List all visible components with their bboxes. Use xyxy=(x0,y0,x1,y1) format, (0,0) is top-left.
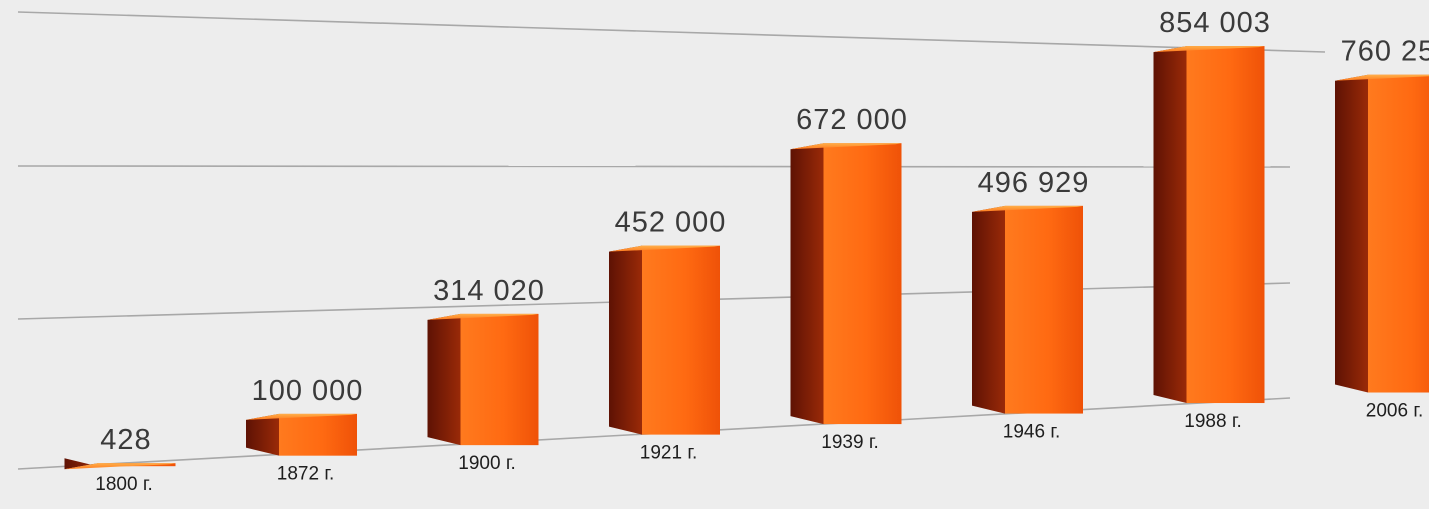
bar-top-face xyxy=(427,313,539,320)
bar-top-face xyxy=(1335,74,1429,81)
bar-top-face xyxy=(64,463,176,470)
bar-value-label: 854 003 xyxy=(1159,7,1271,39)
bar-value-label: 428 xyxy=(100,424,151,456)
bar-side-face xyxy=(972,205,1005,414)
bar-side-face xyxy=(64,458,98,470)
x-tick-label: 1800 г. xyxy=(95,474,152,495)
bar xyxy=(246,413,357,456)
x-tick-label: 1921 г. xyxy=(640,443,697,464)
bar-value-label: 496 929 xyxy=(978,167,1090,199)
x-tick-label: 1872 г. xyxy=(277,464,334,485)
bar-value-label: 314 020 xyxy=(433,275,545,307)
bar-value-label: 760 251 xyxy=(1341,36,1429,68)
bar-front-face xyxy=(460,313,539,446)
bar-side-face xyxy=(246,413,279,456)
bar-side-face xyxy=(1153,46,1187,404)
bar-front-face xyxy=(1005,205,1083,414)
bar-side-face xyxy=(790,143,824,425)
bar xyxy=(609,245,720,435)
bar xyxy=(790,143,902,425)
gridline xyxy=(17,11,1326,53)
x-tick-label: 1988 г. xyxy=(1184,411,1241,432)
bar-side-face xyxy=(427,313,461,446)
bar-top-face xyxy=(790,143,902,150)
bar-value-label: 672 000 xyxy=(796,104,908,136)
bars xyxy=(64,46,1429,470)
bar-side-face xyxy=(1335,74,1368,393)
x-tick-label: 1900 г. xyxy=(458,453,515,474)
bar-front-face xyxy=(1186,46,1265,404)
bar-front-face xyxy=(642,245,720,435)
x-tick-label: 2006 г. xyxy=(1366,401,1423,422)
bar xyxy=(64,458,176,470)
bar xyxy=(1153,46,1265,404)
bar-top-face xyxy=(972,205,1083,212)
gridline xyxy=(17,165,1291,168)
bar-front-face xyxy=(279,413,357,456)
bar xyxy=(1335,74,1429,393)
labels: 428 1800 г. 100 000 1872 г. 314 020 1900 г. 45… xyxy=(95,7,1429,495)
bar-top-face xyxy=(609,245,720,252)
x-tick-label: 1946 г. xyxy=(1003,422,1060,443)
bar-top-face xyxy=(246,413,357,420)
bar-value-label: 100 000 xyxy=(252,375,364,407)
bar xyxy=(427,313,539,446)
bar-front-face xyxy=(823,143,902,425)
x-tick-label: 1939 г. xyxy=(821,432,878,453)
bar-top-face xyxy=(1153,46,1265,53)
bar-side-face xyxy=(609,245,642,435)
bar-front-face xyxy=(1368,74,1429,393)
bar xyxy=(972,205,1083,414)
bar-value-label: 452 000 xyxy=(615,207,727,239)
